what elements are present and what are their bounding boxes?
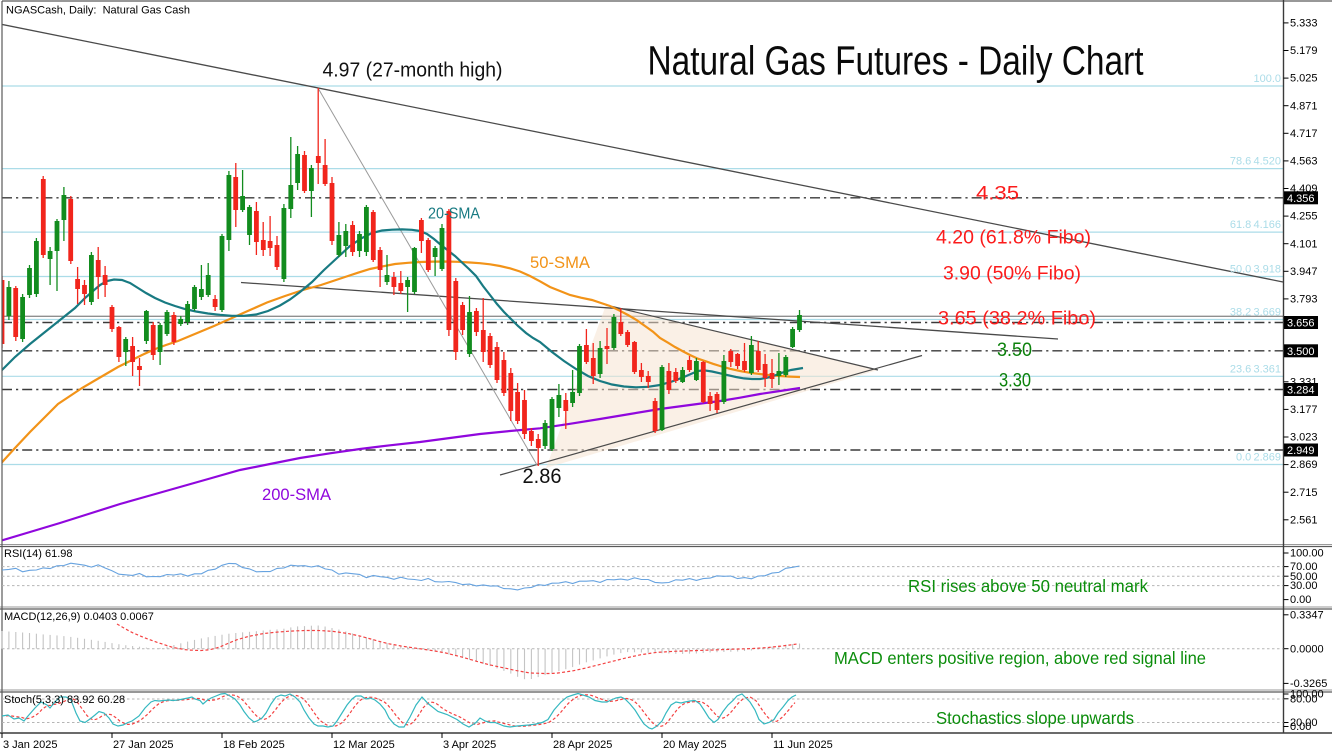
- svg-text:20.00: 20.00: [1290, 717, 1318, 729]
- svg-text:3.947: 3.947: [1290, 266, 1318, 278]
- svg-text:3 Jan 2025: 3 Jan 2025: [3, 739, 57, 751]
- svg-text:4.97 (27-month high): 4.97 (27-month high): [323, 58, 503, 81]
- svg-text:3.284: 3.284: [1287, 385, 1315, 397]
- svg-text:50-SMA: 50-SMA: [530, 254, 590, 272]
- svg-text:0.0 2.869: 0.0 2.869: [1236, 452, 1281, 464]
- svg-text:MACD enters positive region, a: MACD enters positive region, above red s…: [834, 648, 1206, 668]
- svg-text:NGASCash, Daily: Natural Gas: NGASCash, Daily: Natural Gas Cash: [6, 5, 190, 17]
- svg-text:12 Mar 2025: 12 Mar 2025: [333, 739, 395, 751]
- svg-text:Natural Gas Futures - Daily Ch: Natural Gas Futures - Daily Chart: [648, 38, 1144, 84]
- svg-text:4.35: 4.35: [976, 184, 1019, 205]
- svg-text:61.8 4.166: 61.8 4.166: [1230, 219, 1281, 231]
- svg-text:0.00: 0.00: [1290, 721, 1311, 733]
- svg-text:3.023: 3.023: [1290, 432, 1318, 444]
- svg-text:100.0: 100.0: [1253, 73, 1281, 85]
- svg-text:3.656: 3.656: [1287, 318, 1315, 330]
- svg-text:MACD(12,26,9) 0.0403 0.0067: MACD(12,26,9) 0.0403 0.0067: [4, 611, 154, 623]
- svg-text:50.00: 50.00: [1290, 571, 1318, 583]
- svg-text:200-SMA: 200-SMA: [262, 486, 331, 504]
- svg-text:78.6 4.520: 78.6 4.520: [1230, 156, 1281, 168]
- svg-text:4.871: 4.871: [1290, 100, 1318, 112]
- svg-text:3.90 (50% Fibo): 3.90 (50% Fibo): [943, 264, 1081, 285]
- svg-text:11 Jun 2025: 11 Jun 2025: [773, 739, 833, 751]
- svg-text:RSI(14) 61.98: RSI(14) 61.98: [4, 548, 72, 560]
- svg-text:20 May 2025: 20 May 2025: [663, 739, 727, 751]
- svg-text:5.179: 5.179: [1290, 45, 1318, 57]
- svg-text:27 Jan 2025: 27 Jan 2025: [113, 739, 174, 751]
- svg-text:100.00: 100.00: [1290, 689, 1324, 701]
- svg-text:0.00: 0.00: [1290, 594, 1311, 606]
- svg-text:3 Apr 2025: 3 Apr 2025: [443, 739, 496, 751]
- svg-text:3.793: 3.793: [1290, 294, 1318, 306]
- svg-text:30.00: 30.00: [1290, 580, 1318, 592]
- svg-text:2.949: 2.949: [1287, 445, 1315, 457]
- svg-text:2.561: 2.561: [1290, 514, 1318, 526]
- svg-text:-0.3265: -0.3265: [1290, 678, 1327, 690]
- svg-text:Stoch(5,3,3) 83.92 60.28: Stoch(5,3,3) 83.92 60.28: [4, 694, 125, 706]
- svg-text:18 Feb 2025: 18 Feb 2025: [223, 739, 285, 751]
- svg-text:0.0000: 0.0000: [1290, 643, 1324, 655]
- svg-text:5.333: 5.333: [1290, 18, 1318, 30]
- svg-text:4.356: 4.356: [1287, 193, 1315, 205]
- svg-text:2.715: 2.715: [1290, 487, 1318, 499]
- svg-text:4.20 (61.8% Fibo): 4.20 (61.8% Fibo): [936, 228, 1091, 249]
- svg-text:38.2 3.669: 38.2 3.669: [1230, 307, 1281, 319]
- svg-text:80.00: 80.00: [1290, 693, 1318, 705]
- svg-text:4.255: 4.255: [1290, 211, 1318, 223]
- svg-text:23.6 3.361: 23.6 3.361: [1230, 363, 1281, 375]
- svg-text:RSI rises above 50 neutral mar: RSI rises above 50 neutral mark: [908, 576, 1148, 596]
- svg-text:0.3347: 0.3347: [1290, 609, 1324, 621]
- svg-text:4.101: 4.101: [1290, 238, 1318, 250]
- svg-text:3.50: 3.50: [997, 340, 1032, 361]
- svg-text:100.00: 100.00: [1290, 548, 1324, 560]
- svg-text:28 Apr 2025: 28 Apr 2025: [553, 739, 612, 751]
- svg-text:Stochastics slope upwards: Stochastics slope upwards: [936, 708, 1134, 728]
- svg-text:3.65 (38.2% Fibo): 3.65 (38.2% Fibo): [938, 309, 1096, 330]
- svg-text:20-SMA: 20-SMA: [428, 206, 480, 223]
- svg-text:3.500: 3.500: [1287, 346, 1315, 358]
- svg-text:3.177: 3.177: [1290, 404, 1318, 416]
- svg-text:2.869: 2.869: [1290, 459, 1318, 471]
- svg-text:70.00: 70.00: [1290, 561, 1318, 573]
- svg-text:2.86: 2.86: [523, 464, 562, 488]
- svg-text:4.717: 4.717: [1290, 128, 1318, 140]
- svg-text:50.0 3.918: 50.0 3.918: [1230, 264, 1281, 276]
- svg-text:4.563: 4.563: [1290, 156, 1318, 168]
- svg-text:5.025: 5.025: [1290, 73, 1318, 85]
- svg-text:3.30: 3.30: [999, 371, 1031, 392]
